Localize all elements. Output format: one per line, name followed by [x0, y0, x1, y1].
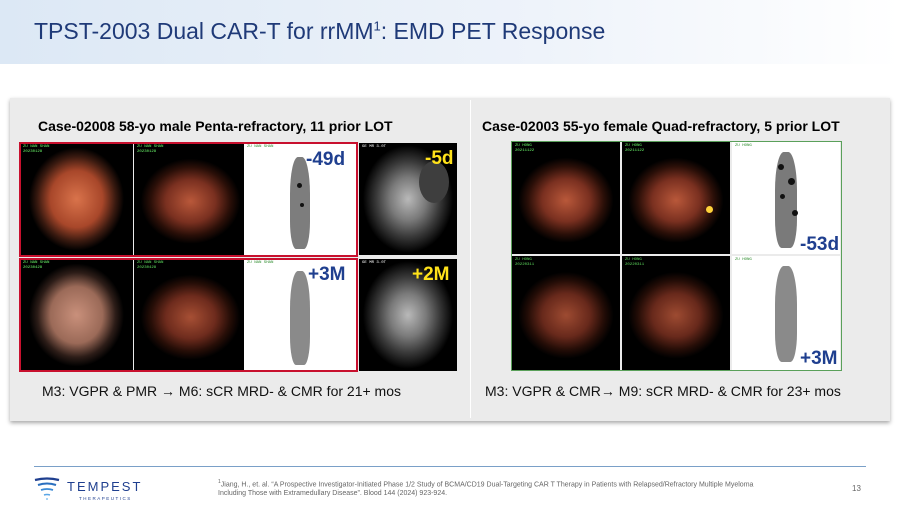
right-tag-after: +3M: [800, 348, 838, 369]
pet-mip-before: ZU NAN SHAN: [244, 143, 356, 255]
company-logo: TEMPEST THERAPEUTICS: [33, 476, 173, 502]
case2-chest-pet-ct-after: ZU HONG 20220311: [622, 256, 730, 370]
brain-pet-ct-after: ZU NAN SHAN 20230428: [20, 259, 133, 371]
abdomen-pet-ct-after: ZU NAN SHAN 20230428: [134, 259, 247, 371]
right-case-caption: M3: VGPR & CMR→ M9: sCR MRD- & CMR for 2…: [485, 383, 841, 399]
page-number: 13: [852, 484, 861, 493]
left-case-caption: M3: VGPR & PMR → M6: sCR MRD- & CMR for …: [42, 383, 401, 399]
mri-after: GE MR 3.0T: [359, 259, 457, 371]
case2-pet-mip-before: ZU HONG: [732, 142, 840, 254]
left-case-title: Case-02008 58-yo male Penta-refractory, …: [38, 118, 393, 134]
mri-tag-before: -5d: [425, 148, 454, 169]
case2-pet-mip-after: ZU HONG: [732, 256, 840, 370]
footnote-citation: 1Jiang, H., et. al. “A Prospective Inves…: [218, 479, 754, 498]
panel-divider: [470, 100, 471, 418]
footer-rule: [34, 466, 866, 467]
case2-chest-pet-ct-before: ZU HONG 20211122: [622, 142, 730, 254]
case2-pet-ct-axial-after: ZU HONG 20220311: [512, 256, 620, 370]
right-case-title: Case-02003 55-yo female Quad-refractory,…: [482, 118, 840, 134]
mri-tag-after: +2M: [412, 264, 450, 285]
case2-pet-ct-axial-before: ZU HONG 20211122: [512, 142, 620, 254]
tempest-swirl-icon: TEMPEST THERAPEUTICS: [34, 477, 142, 501]
right-tag-before: -53d: [800, 234, 840, 255]
highlight-box-after: [19, 258, 358, 372]
highlight-box-before: [19, 142, 358, 257]
case2-image-border: [511, 141, 842, 371]
pet-mip-after: ZU NAN SHAN: [244, 259, 356, 371]
left-tag-before: -49d: [306, 149, 346, 170]
abdomen-pet-ct-before: ZU NAN SHAN 20230128: [134, 143, 247, 255]
brain-pet-ct-before: ZU NAN SHAN 20230128: [20, 143, 133, 255]
svg-text:THERAPEUTICS: THERAPEUTICS: [79, 496, 132, 501]
svg-text:TEMPEST: TEMPEST: [67, 479, 142, 494]
mri-before: GE MR 3.0T: [359, 143, 457, 255]
title-bar: [0, 0, 900, 64]
left-tag-after: +3M: [308, 264, 346, 285]
slide-title: TPST-2003 Dual CAR-T for rrMM1: EMD PET …: [34, 18, 606, 44]
